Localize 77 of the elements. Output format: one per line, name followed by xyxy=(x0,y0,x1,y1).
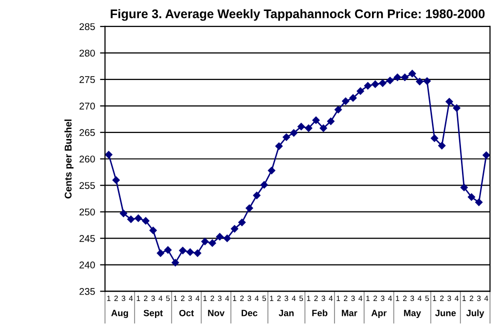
point xyxy=(156,250,164,257)
point xyxy=(320,124,328,132)
text: Nov xyxy=(208,310,225,316)
point xyxy=(408,70,416,78)
point xyxy=(186,248,194,256)
y-tick-label: 250 xyxy=(80,208,95,216)
point xyxy=(468,193,476,201)
point xyxy=(394,74,402,81)
point xyxy=(201,238,209,246)
point xyxy=(208,239,216,247)
point xyxy=(134,214,142,222)
point xyxy=(312,116,320,124)
point xyxy=(105,151,112,158)
point xyxy=(475,198,483,206)
point xyxy=(342,98,350,105)
point xyxy=(453,104,460,112)
text: Sept xyxy=(144,310,163,318)
y-tick-label: 285 xyxy=(80,23,95,30)
point xyxy=(334,106,342,114)
point xyxy=(172,259,179,266)
y-tick-label: 270 xyxy=(80,102,95,110)
point xyxy=(304,124,312,132)
point xyxy=(290,129,298,137)
point xyxy=(416,78,424,86)
point xyxy=(142,217,150,224)
text: Apr xyxy=(371,310,387,318)
point xyxy=(372,80,379,88)
point xyxy=(268,166,276,174)
text: Dec xyxy=(242,310,258,316)
y-tick-label: 255 xyxy=(80,182,95,189)
text: Feb xyxy=(312,310,328,316)
point xyxy=(246,204,254,212)
point xyxy=(253,192,260,200)
point xyxy=(230,225,238,232)
point xyxy=(379,80,386,87)
text: July xyxy=(466,310,484,318)
point xyxy=(446,98,453,106)
chart-title: Figure 3. Average Weekly Tappahannock Corn Price: 1980-2000 xyxy=(110,9,485,21)
y-tick-label: 245 xyxy=(80,235,95,242)
y-tick-label: 235 xyxy=(80,288,95,295)
point xyxy=(149,226,157,234)
point xyxy=(260,181,268,188)
point xyxy=(356,87,364,95)
point xyxy=(282,134,290,141)
y-tick-label: 260 xyxy=(80,156,95,162)
point xyxy=(216,233,224,240)
point xyxy=(194,250,202,257)
y-tick-label: 275 xyxy=(80,76,95,84)
point xyxy=(112,176,120,184)
point xyxy=(423,77,431,85)
point xyxy=(482,152,490,159)
point xyxy=(127,216,135,223)
point xyxy=(275,142,283,150)
point xyxy=(364,82,372,90)
point xyxy=(224,234,231,242)
point xyxy=(327,118,334,125)
point xyxy=(460,184,468,192)
y-tick-label: 240 xyxy=(80,262,95,268)
text: Mar xyxy=(342,310,358,316)
point xyxy=(438,142,446,150)
point xyxy=(164,246,172,254)
point xyxy=(120,210,128,218)
point xyxy=(386,76,394,84)
point xyxy=(401,74,408,81)
y-tick-label: 280 xyxy=(80,50,95,57)
point xyxy=(179,246,186,254)
y-axis-title: Cents per Bushel xyxy=(64,120,74,198)
point xyxy=(298,122,305,130)
point xyxy=(238,218,246,226)
y-tick-label: 265 xyxy=(80,129,95,136)
text: Aug xyxy=(111,310,128,318)
text: Jan xyxy=(278,310,294,316)
text: Oct xyxy=(179,310,194,316)
point xyxy=(349,94,357,102)
text: May xyxy=(404,310,421,318)
point xyxy=(430,134,438,142)
text: June xyxy=(435,310,456,316)
